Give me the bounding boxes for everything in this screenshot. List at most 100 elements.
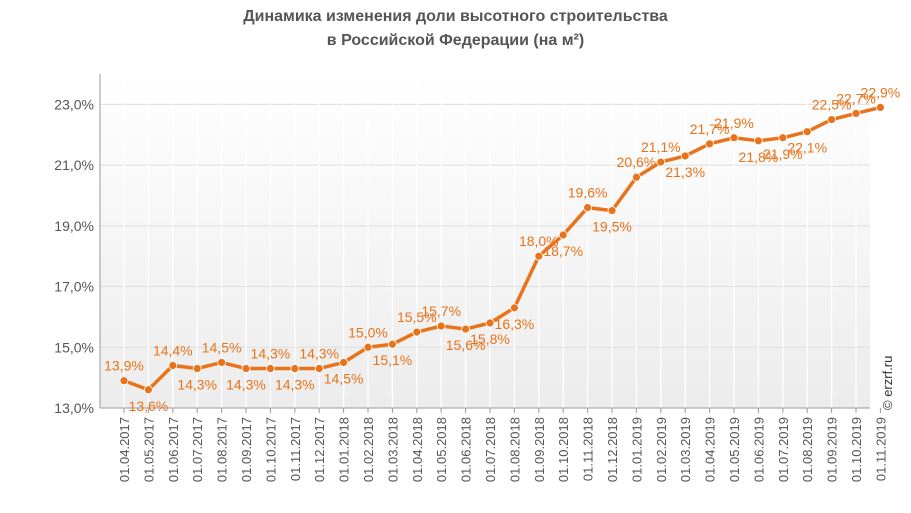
data-label: 21,3% — [665, 164, 705, 180]
data-label: 14,3% — [226, 377, 266, 393]
data-point — [192, 364, 202, 373]
x-tick-label: 01.04.2019 — [703, 417, 718, 482]
data-point — [510, 303, 519, 313]
data-point — [168, 361, 178, 370]
data-label: 14,5% — [324, 370, 364, 386]
data-label: 18,0% — [519, 233, 559, 249]
chart-title-line1: Динамика изменения доли высотного строит… — [243, 8, 668, 25]
x-tick-label: 01.01.2018 — [337, 417, 352, 482]
chart-title-line2: в Российской Федерации (на м²) — [326, 32, 585, 49]
data-point — [754, 136, 763, 146]
data-label: 20,6% — [617, 154, 657, 170]
data-point — [632, 172, 641, 182]
data-point — [876, 103, 885, 112]
x-tick-label: 01.12.2017 — [312, 417, 327, 482]
data-label: 14,3% — [177, 377, 217, 393]
x-tick-label: 01.03.2019 — [678, 417, 693, 482]
x-tick-label: 01.09.2019 — [825, 417, 840, 482]
y-tick-label: 19,0% — [54, 218, 94, 234]
x-tick-label: 01.01.2019 — [629, 417, 644, 482]
data-point — [143, 385, 153, 395]
x-tick-label: 01.11.2018 — [581, 417, 596, 481]
watermark-text: © erzrf.ru — [880, 355, 895, 410]
data-point — [412, 327, 422, 337]
x-tick-label: 01.11.2019 — [873, 417, 888, 481]
data-label: 18,7% — [543, 243, 583, 259]
data-label: 21,1% — [641, 139, 681, 155]
x-tick-label: 01.09.2017 — [239, 417, 254, 482]
data-point — [851, 109, 861, 118]
data-point — [802, 127, 812, 137]
data-label: 15,8% — [470, 331, 510, 347]
data-point — [778, 133, 788, 143]
x-tick-label: 01.08.2017 — [215, 417, 230, 482]
data-label: 21,7% — [690, 121, 730, 137]
data-label: 14,3% — [251, 346, 291, 362]
data-point — [363, 342, 373, 352]
data-label: 13,6% — [129, 398, 169, 414]
y-tick-label: 17,0% — [54, 279, 94, 295]
data-label: 14,4% — [153, 342, 193, 358]
x-tick-label: 01.07.2018 — [483, 417, 498, 482]
data-point — [217, 358, 227, 367]
x-tick-label: 01.10.2018 — [556, 417, 571, 482]
x-tick-label: 01.08.2019 — [800, 417, 815, 482]
data-point — [558, 230, 568, 240]
x-tick-label: 01.02.2018 — [361, 417, 376, 482]
data-label: 15,7% — [421, 303, 461, 319]
data-label: 15,0% — [348, 324, 388, 340]
x-tick-label: 01.07.2017 — [190, 417, 205, 482]
data-point — [705, 139, 714, 149]
y-tick-label: 13,0% — [54, 400, 94, 416]
x-tick-label: 01.07.2019 — [776, 417, 791, 482]
x-tick-label: 01.06.2018 — [459, 417, 474, 482]
data-label: 21,8% — [739, 149, 779, 165]
x-tick-label: 01.12.2018 — [605, 417, 620, 482]
data-label: 22,5% — [812, 97, 852, 113]
data-point — [241, 364, 251, 373]
data-label: 15,6% — [446, 337, 486, 353]
data-label: 16,3% — [495, 316, 535, 332]
plot-area — [100, 74, 870, 408]
data-label: 19,6% — [568, 185, 608, 201]
x-tick-label: 01.03.2018 — [385, 417, 400, 482]
x-tick-label: 01.04.2017 — [117, 417, 132, 482]
data-point — [729, 133, 739, 143]
data-point — [485, 318, 495, 328]
x-tick-label: 01.06.2019 — [751, 417, 766, 482]
y-tick-label: 23,0% — [54, 96, 94, 112]
data-point — [680, 151, 690, 161]
x-tick-label: 01.11.2017 — [288, 417, 303, 481]
x-tick-label: 01.05.2018 — [434, 417, 449, 482]
y-tick-label: 21,0% — [54, 157, 94, 173]
x-tick-label: 01.10.2017 — [263, 417, 278, 482]
data-label: 22,1% — [787, 140, 827, 156]
data-label: 22,9% — [861, 84, 901, 100]
data-label: 14,3% — [299, 346, 339, 362]
data-label: 21,9% — [714, 115, 754, 131]
data-point — [461, 324, 471, 334]
data-point — [534, 251, 544, 261]
data-point — [265, 364, 275, 373]
data-label: 14,3% — [275, 377, 315, 393]
x-tick-label: 01.05.2019 — [727, 417, 742, 482]
data-point — [119, 376, 129, 386]
data-label: 21,9% — [763, 146, 803, 162]
data-point — [339, 358, 349, 367]
data-label: 19,5% — [592, 219, 632, 235]
x-tick-label: 01.08.2018 — [507, 417, 522, 482]
data-label: 15,1% — [373, 352, 413, 368]
data-label: 15,5% — [397, 309, 437, 325]
x-tick-label: 01.06.2017 — [166, 417, 181, 482]
data-point — [607, 206, 617, 216]
data-point — [436, 321, 446, 331]
data-point — [290, 364, 300, 373]
data-label: 22,7% — [836, 90, 876, 106]
x-tick-label: 01.02.2019 — [654, 417, 669, 482]
data-point — [656, 157, 666, 167]
x-tick-label: 01.05.2017 — [141, 417, 156, 482]
data-point — [827, 115, 836, 124]
data-label: 13,9% — [104, 358, 144, 374]
data-point — [583, 203, 592, 213]
